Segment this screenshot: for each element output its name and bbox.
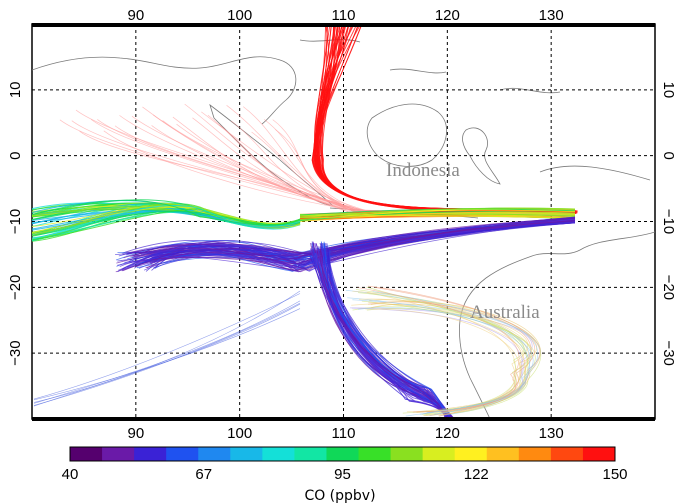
trajectory-line (299, 213, 576, 219)
trajectory-line (146, 216, 576, 265)
colorbar-segment (198, 447, 231, 461)
colorbar-segment (166, 447, 199, 461)
tick-top-lon-100: 100 (227, 7, 252, 24)
colorbar-segment (70, 447, 103, 461)
colorbar-segment (262, 447, 295, 461)
trajectory-line (316, 24, 574, 213)
tick-bottom-lon-100: 100 (227, 425, 252, 442)
trajectory-line (59, 119, 576, 213)
tick-top-lon-90: 90 (127, 7, 144, 24)
trajectory-line (201, 111, 576, 215)
trajectory-line (358, 298, 529, 413)
co-colorbar: 40 67 95 122 150 (62, 446, 628, 483)
tick-right-lat-10: 10 (660, 81, 677, 98)
tick-left-lat--10: −10 (7, 209, 24, 234)
trajectory-line (316, 24, 575, 212)
tick-bottom-lon-120: 120 (435, 425, 460, 442)
trajectory-line (371, 303, 526, 413)
colorbar-segment (582, 447, 616, 461)
colorbar-title: CO (ppbv) (304, 488, 375, 504)
colorbar-segment (102, 447, 135, 461)
gridlines (32, 24, 655, 419)
tick-left-lat--20: −20 (7, 275, 24, 300)
colorbar-segment (518, 447, 552, 461)
trajectory-line (32, 210, 301, 231)
label-australia: Australia (470, 302, 540, 323)
trajectory-line (33, 293, 301, 400)
tick-left-lat--30: −30 (7, 340, 24, 365)
trajectory-line (33, 303, 301, 407)
colorbar-segment (134, 447, 167, 461)
trajectory-line (275, 129, 576, 217)
trajectory-line (367, 285, 540, 413)
trajectory-line (162, 120, 576, 216)
tick-left-lat-0: 0 (7, 151, 24, 159)
colorbar-segment (550, 447, 584, 461)
map-frame-bottom-bar (32, 417, 655, 421)
tick-bottom-lon-90: 90 (127, 425, 144, 442)
coastline-borneo (366, 103, 447, 167)
trajectory-group-east (299, 207, 576, 222)
trajectory-line (151, 217, 576, 260)
colorbar-tick-122: 122 (464, 466, 489, 483)
trajectory-line (366, 308, 529, 416)
trajectory-line (122, 219, 576, 272)
tick-right-lat-0: 0 (660, 151, 677, 159)
tick-bottom-lon-130: 130 (539, 425, 564, 442)
coastline-mainland-asia (32, 56, 297, 125)
trajectory-group-west (32, 199, 301, 242)
trajectory-line (299, 211, 576, 219)
colorbar-segment (454, 447, 488, 461)
tick-right-lat--20: −20 (660, 275, 677, 300)
colorbar-tick-95: 95 (334, 466, 351, 483)
colorbar-segment (390, 447, 424, 461)
trajectory-group-southeast (345, 285, 542, 417)
tick-right-lat--30: −30 (660, 340, 677, 365)
label-indonesia: Indonesia (386, 160, 460, 181)
colorbar-tick-67: 67 (195, 466, 212, 483)
trajectory-group-central (115, 216, 576, 273)
trajectory-line (299, 207, 576, 219)
tick-bottom-lon-110: 110 (332, 425, 356, 442)
trajectory-line (176, 123, 576, 216)
tick-right-lat--10: −10 (660, 209, 677, 234)
coastline-new-guinea (539, 165, 651, 181)
colorbar-segment (230, 447, 263, 461)
trajectory-group-central (33, 290, 301, 407)
colorbar-tick-150: 150 (602, 466, 627, 483)
trajectory-group-north (311, 24, 578, 214)
trajectory-line (32, 199, 301, 226)
trajectory-group-westfan (59, 103, 576, 217)
trajectory-line (32, 204, 301, 240)
colorbar-segment (358, 447, 392, 461)
trajectory-line (33, 290, 301, 403)
coastline-sulawesi (462, 127, 501, 185)
coastline-australia (459, 231, 655, 419)
tick-left-lat-10: 10 (7, 81, 24, 98)
tick-top-lon-110: 110 (332, 7, 356, 24)
tick-top-lon-120: 120 (435, 7, 460, 24)
trajectory-line (32, 204, 301, 237)
trajectory-layer (32, 24, 578, 419)
colorbar-segment (326, 447, 360, 461)
colorbar-border (69, 446, 616, 462)
colorbar-segment (422, 447, 456, 461)
map-frame-top-bar (32, 23, 655, 27)
colorbar-segment (486, 447, 520, 461)
trajectory-line (263, 119, 576, 213)
tick-top-lon-130: 130 (539, 7, 564, 24)
trajectory-line (243, 106, 576, 216)
colorbar-tick-40: 40 (62, 466, 79, 483)
trajectory-line (136, 222, 576, 267)
colorbar-segment (294, 447, 327, 461)
trajectory-line (150, 220, 576, 265)
